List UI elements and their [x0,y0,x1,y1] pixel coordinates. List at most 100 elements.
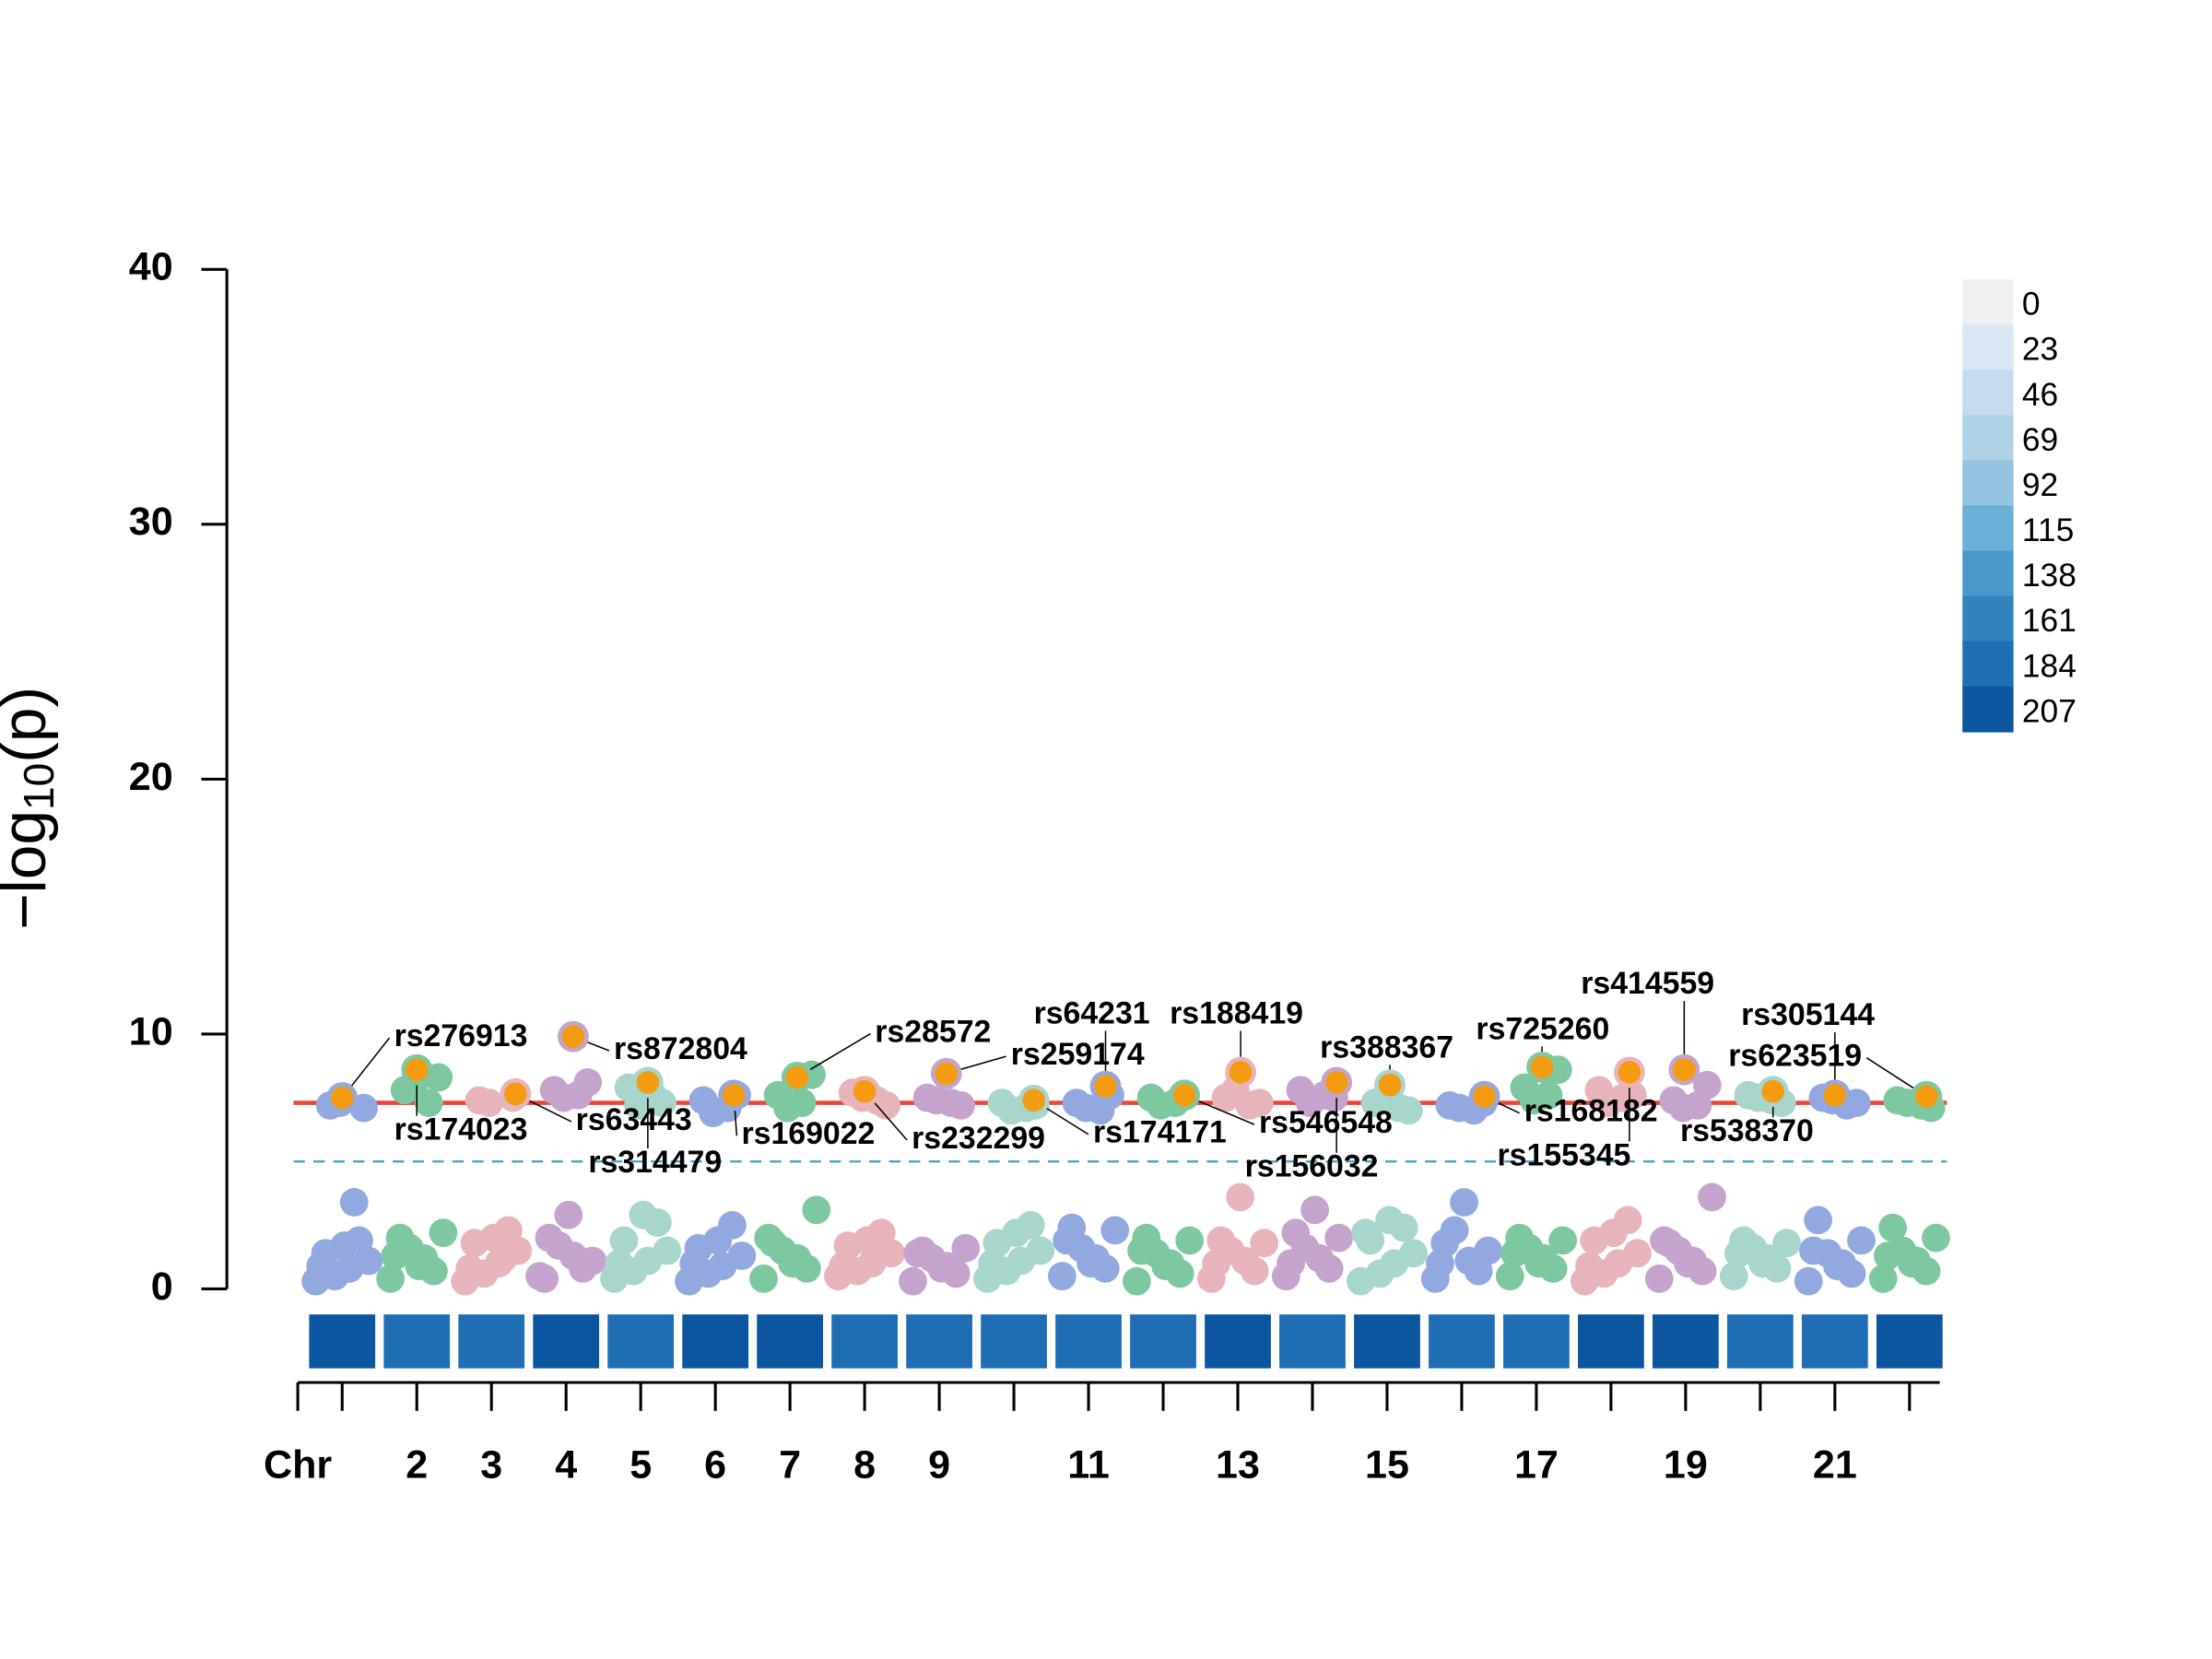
snp-point [354,1246,383,1276]
x-tick-label: 3 [480,1443,502,1488]
lead-snp [1378,1073,1402,1097]
density-block [1726,1314,1794,1369]
snp-point [578,1246,607,1276]
snp-label: rs155345 [1497,1137,1630,1172]
lead-snp [1914,1085,1938,1108]
lead-snp [853,1079,877,1103]
snp-label: rs28572 [875,1014,991,1049]
density-block [906,1314,972,1369]
snp-point [455,1253,485,1283]
snp-point [414,1088,443,1117]
snp-label: rs63443 [576,1102,692,1137]
snp-point [488,1243,518,1273]
snp-point [1450,1188,1478,1217]
snp-point [1724,1239,1753,1268]
lead-snp [1172,1083,1196,1107]
snp-point [1794,1266,1823,1296]
snp-point [1277,1249,1305,1278]
legend-label: 23 [2022,332,2058,368]
snp-point [544,1231,573,1260]
snp-point [1623,1239,1652,1268]
snp-label: rs414559 [1581,966,1714,1001]
snp-point [573,1068,603,1097]
lead-snp [935,1062,959,1086]
snp-point [829,1252,858,1280]
snp-point [951,1233,981,1263]
density-block [533,1314,600,1369]
snp-point [1245,1088,1274,1117]
snp-point [1519,1086,1548,1115]
snp-point [624,1090,653,1120]
snp-point [1500,1239,1529,1268]
snp-point [1002,1218,1031,1248]
snp-point [1847,1226,1876,1255]
legend-swatch [1962,505,2014,552]
snp-point [1599,1218,1628,1248]
snp-point [1072,1093,1100,1123]
legend-label: 138 [2022,558,2077,594]
snp-point [749,1265,778,1293]
snp-point [1719,1262,1748,1291]
snp-point [1668,1093,1698,1123]
snp-point [1250,1229,1279,1258]
legend-swatch [1962,686,2014,733]
legend-label: 184 [2022,648,2077,684]
lead-snp [504,1082,527,1106]
x-tick-label: 17 [1514,1443,1559,1488]
legend-label: 161 [2022,603,2077,639]
lead-snp [785,1065,809,1089]
x-tick-label: 8 [853,1443,876,1488]
x-tick-label: 21 [1813,1443,1857,1488]
snp-label: rs156032 [1245,1149,1379,1184]
y-label-part: 10 [15,763,63,810]
y-label-part: (p) [0,687,59,763]
snp-point [1772,1229,1801,1258]
density-block [1055,1314,1122,1369]
snp-point [1644,1265,1674,1293]
x-tick-label: 11 [1067,1443,1110,1488]
lead-snp [1094,1075,1117,1098]
lead-snp [330,1086,354,1110]
snp-point [877,1239,906,1268]
snp-point [1868,1265,1898,1293]
snp-point [778,1249,807,1278]
snp-point [530,1265,559,1293]
snp-point [475,1088,503,1117]
snp-point [1692,1070,1722,1100]
lead-snp [1761,1079,1785,1103]
snp-point [330,1231,359,1260]
snp-label: rs388367 [1320,1030,1453,1065]
snp-point [1898,1249,1926,1278]
snp-point [773,1093,802,1123]
snp-point [1799,1236,1828,1265]
y-tick-label: 0 [151,1265,173,1309]
snp-label: rs259174 [1011,1037,1145,1072]
snp-point [1474,1236,1502,1265]
y-label-part: −log [0,810,59,930]
density-block [682,1314,749,1369]
snp-point [754,1223,783,1253]
snp-point [1440,1216,1469,1245]
density-block [831,1314,898,1369]
x-tick-label: 9 [928,1443,950,1488]
snp-point [1548,1226,1577,1255]
snp-point [376,1265,405,1293]
lead-snp [561,1025,585,1048]
snp-label: rs725260 [1476,1011,1609,1046]
snp-point [1053,1226,1081,1255]
snp-point [1026,1236,1055,1265]
snp-point [1698,1182,1726,1212]
snp-point [1444,1093,1474,1123]
snp-point [1922,1223,1950,1253]
lead-snp [1530,1055,1554,1079]
snp-point [1351,1218,1380,1248]
y-tick-label: 10 [129,1009,173,1053]
snp-point [699,1099,727,1128]
snp-point [1375,1206,1404,1235]
snp-point [1324,1223,1354,1253]
snp-point [978,1249,1007,1278]
density-block [757,1314,824,1369]
snp-point [605,1249,634,1278]
snp-label: rs64231 [1034,995,1150,1030]
density-block [458,1314,525,1369]
